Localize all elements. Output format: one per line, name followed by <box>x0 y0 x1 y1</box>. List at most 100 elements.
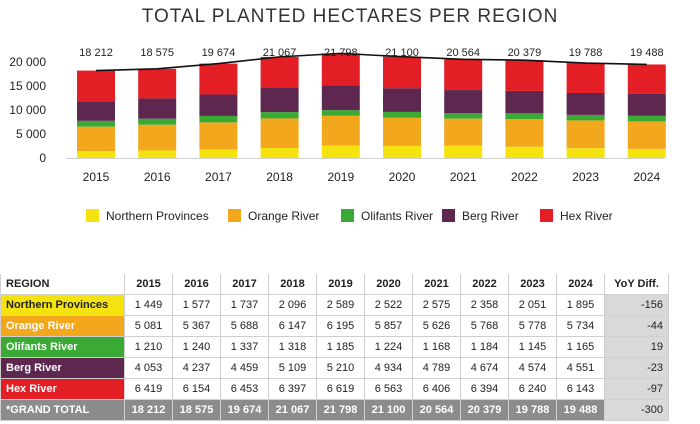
value-cell: 1 184 <box>460 336 509 358</box>
column-header-region: REGION <box>0 274 125 295</box>
value-cell: 6 453 <box>220 378 269 400</box>
region-cell: Orange River <box>0 315 125 337</box>
value-cell: 5 109 <box>268 357 317 379</box>
bar-hex-river-2024 <box>627 64 666 94</box>
value-cell: 5 367 <box>172 315 221 337</box>
bar-berg-river-2019 <box>321 85 360 111</box>
bar-olifants-river-2015 <box>77 120 115 127</box>
value-cell: 5 857 <box>364 315 413 337</box>
y-tick-label: 15 000 <box>9 79 46 93</box>
value-cell: 5 768 <box>460 315 509 337</box>
value-cell: 18 212 <box>124 399 173 421</box>
value-cell: 5 081 <box>124 315 173 337</box>
yoy-diff-cell: -23 <box>604 357 669 379</box>
region-cell: Hex River <box>0 378 125 400</box>
bar-olifants-river-2016 <box>138 118 177 125</box>
total-label-2022: 20 379 <box>508 47 542 59</box>
y-tick-label: 20 000 <box>9 55 46 69</box>
bar-northern-provinces-2020 <box>383 145 421 158</box>
bar-hex-river-2019 <box>321 53 360 86</box>
bar-hex-river-2023 <box>566 63 605 93</box>
value-cell: 6 394 <box>460 378 509 400</box>
chart-title: TOTAL PLANTED HECTARES PER REGION <box>141 6 559 27</box>
table-row: Northern Provinces 1 449 1 577 1 737 2 096 2 … <box>0 294 669 316</box>
bar-orange-river-2017 <box>199 122 238 150</box>
bar-orange-river-2021 <box>444 118 483 146</box>
bar-northern-provinces-2017 <box>199 149 238 158</box>
column-header: 2017 <box>220 274 269 295</box>
bar-olifants-river-2023 <box>566 114 605 121</box>
value-cell: 18 575 <box>172 399 221 421</box>
bar-olifants-river-2024 <box>627 115 666 122</box>
bar-orange-river-2022 <box>505 118 544 147</box>
value-cell: 5 210 <box>316 357 365 379</box>
table-header-row: REGION 2015 2016 2017 2018 2019 2020 2021 2022 20… <box>0 274 669 295</box>
value-cell: 4 789 <box>412 357 461 379</box>
yoy-diff-cell: -44 <box>604 315 669 337</box>
column-header: 2023 <box>508 274 557 295</box>
column-header: 2016 <box>172 274 221 295</box>
column-header: 2022 <box>460 274 509 295</box>
value-cell: 2 051 <box>508 294 557 316</box>
yoy-diff-cell: -300 <box>604 399 669 421</box>
value-cell: 1 318 <box>268 336 317 358</box>
value-cell: 6 154 <box>172 378 221 400</box>
yoy-diff-cell: 19 <box>604 336 669 358</box>
legend-swatch-northern-provinces <box>86 209 99 222</box>
bar-hex-river-2017 <box>199 63 238 95</box>
table-row: Berg River 4 053 4 237 4 459 5 109 5 210 4 934… <box>0 357 669 379</box>
value-cell: 4 237 <box>172 357 221 379</box>
y-tick-label: 5 000 <box>16 127 46 141</box>
value-cell: 20 379 <box>460 399 509 421</box>
bar-northern-provinces-2023 <box>566 148 605 158</box>
bar-berg-river-2020 <box>383 88 421 112</box>
total-line <box>95 52 647 72</box>
x-tick-label-2020: 2020 <box>389 170 416 184</box>
bar-hex-river-2015 <box>77 70 115 102</box>
region-cell: Olifants River <box>0 336 125 358</box>
bar-orange-river-2018 <box>260 118 299 148</box>
bar-olifants-river-2022 <box>505 113 544 119</box>
table-row: Olifants River 1 210 1 240 1 337 1 318 1 185 1… <box>0 336 669 358</box>
x-tick-label-2016: 2016 <box>144 170 171 184</box>
region-cell: *GRAND TOTAL <box>0 399 125 421</box>
table-body: Northern Provinces 1 449 1 577 1 737 2 096 2 … <box>0 294 669 421</box>
x-tick-label-2022: 2022 <box>511 170 538 184</box>
bar-berg-river-2024 <box>627 93 666 116</box>
bar-olifants-river-2018 <box>260 112 299 119</box>
value-cell: 6 147 <box>268 315 317 337</box>
value-cell: 19 488 <box>556 399 605 421</box>
bar-berg-river-2018 <box>260 87 299 113</box>
bar-northern-provinces-2019 <box>321 145 360 158</box>
y-tick-label: 10 000 <box>9 103 46 117</box>
legend-swatch-orange-river <box>228 209 241 222</box>
bar-hex-river-2021 <box>444 59 483 91</box>
bar-orange-river-2020 <box>383 117 421 146</box>
bar-berg-river-2017 <box>199 94 238 116</box>
value-cell: 5 778 <box>508 315 557 337</box>
bar-berg-river-2023 <box>566 92 605 115</box>
bar-northern-provinces-2021 <box>444 145 483 158</box>
value-cell: 2 358 <box>460 294 509 316</box>
yoy-diff-cell: -97 <box>604 378 669 400</box>
value-cell: 5 734 <box>556 315 605 337</box>
total-label-2018: 21 067 <box>263 47 297 59</box>
region-cell: Northern Provinces <box>0 294 125 316</box>
value-cell: 1 185 <box>316 336 365 358</box>
value-cell: 6 419 <box>124 378 173 400</box>
value-cell: 1 240 <box>172 336 221 358</box>
value-cell: 1 210 <box>124 336 173 358</box>
legend-swatch-hex-river <box>540 209 553 222</box>
value-cell: 2 575 <box>412 294 461 316</box>
column-header: 2021 <box>412 274 461 295</box>
bar-berg-river-2022 <box>505 90 544 114</box>
value-cell: 19 788 <box>508 399 557 421</box>
yoy-diff-cell: -156 <box>604 294 669 316</box>
bar-berg-river-2021 <box>444 90 483 114</box>
value-cell: 6 619 <box>316 378 365 400</box>
bar-hex-river-2016 <box>138 68 177 99</box>
legend-label-hex-river: Hex River <box>560 209 613 223</box>
value-cell: 6 406 <box>412 378 461 400</box>
legend-swatch-berg-river <box>442 209 455 222</box>
bar-northern-provinces-2015 <box>77 151 115 158</box>
